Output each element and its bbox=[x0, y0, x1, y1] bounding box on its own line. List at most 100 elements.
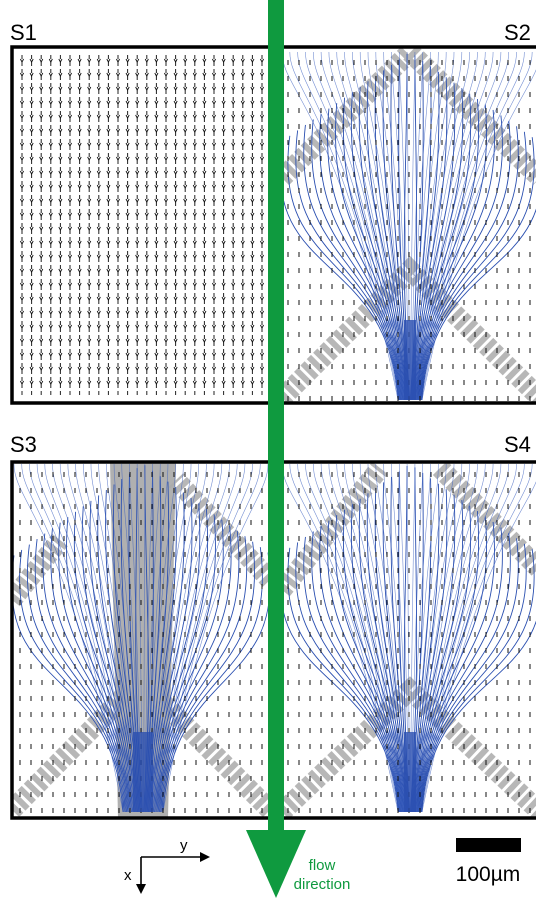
streamline bbox=[420, 463, 525, 813]
streamline bbox=[420, 463, 533, 813]
arrowheads bbox=[48, 58, 53, 385]
streamline bbox=[287, 135, 400, 401]
converged-flow bbox=[404, 320, 416, 400]
converged-flow bbox=[404, 732, 416, 812]
streamline bbox=[21, 463, 125, 813]
arrowheads bbox=[250, 58, 255, 385]
scale-bar bbox=[456, 838, 521, 852]
streamline bbox=[419, 51, 517, 401]
streamline bbox=[344, 51, 405, 401]
streamline bbox=[27, 544, 126, 813]
streamline bbox=[412, 51, 439, 401]
streamline bbox=[411, 51, 431, 401]
arrowheads bbox=[231, 58, 236, 385]
streamline bbox=[374, 487, 408, 813]
streamline bbox=[106, 463, 138, 813]
panel-content bbox=[282, 462, 536, 818]
streamline bbox=[160, 463, 253, 813]
streamline bbox=[418, 463, 510, 813]
streamline bbox=[421, 481, 536, 813]
streamline bbox=[398, 463, 410, 813]
arrowheads bbox=[260, 58, 264, 385]
streamline bbox=[155, 519, 224, 813]
streamline bbox=[421, 620, 536, 813]
streamline bbox=[154, 514, 216, 813]
streamline bbox=[154, 463, 215, 813]
streamline bbox=[414, 500, 464, 813]
obstacle bbox=[282, 255, 536, 403]
streamline bbox=[66, 517, 132, 813]
arrowheads bbox=[116, 58, 120, 385]
streamline bbox=[418, 51, 502, 401]
arrowheads bbox=[154, 58, 159, 385]
streamline bbox=[410, 51, 424, 401]
streamline bbox=[421, 208, 536, 401]
streamline bbox=[412, 463, 439, 813]
streamline bbox=[146, 463, 169, 813]
streamline bbox=[97, 495, 137, 813]
streamline bbox=[29, 463, 126, 813]
streamline bbox=[350, 504, 405, 813]
obstacle bbox=[432, 462, 536, 578]
streamline bbox=[156, 463, 230, 813]
streamline bbox=[410, 463, 424, 813]
panel-content bbox=[20, 55, 264, 395]
vector-field bbox=[287, 60, 531, 401]
streamline bbox=[336, 51, 404, 401]
flow-label: flow bbox=[309, 857, 336, 874]
streamline bbox=[415, 93, 472, 401]
streamline bbox=[419, 463, 517, 813]
streamline bbox=[58, 522, 131, 813]
streamline bbox=[416, 463, 486, 813]
streamline bbox=[144, 463, 153, 813]
streamline bbox=[418, 532, 511, 813]
streamline bbox=[415, 505, 472, 813]
streamline bbox=[161, 463, 261, 813]
streamline bbox=[420, 51, 533, 401]
streamline bbox=[374, 75, 408, 401]
panel-label: S2 bbox=[504, 20, 531, 45]
arrowheads bbox=[164, 58, 168, 385]
streamline bbox=[418, 51, 510, 401]
streamline bbox=[419, 538, 519, 813]
arrowheads bbox=[144, 58, 149, 385]
converged-flow bbox=[133, 732, 153, 812]
arrowheads bbox=[58, 58, 63, 385]
flow-arrow-head bbox=[246, 830, 306, 898]
streamline bbox=[311, 119, 402, 401]
axes-icon bbox=[140, 856, 200, 886]
streamline bbox=[382, 482, 408, 813]
obstacle bbox=[282, 676, 536, 818]
streamline bbox=[415, 51, 470, 401]
arrowheads bbox=[125, 58, 130, 385]
streamline bbox=[343, 509, 405, 813]
streamline bbox=[415, 463, 470, 813]
streamline bbox=[150, 463, 192, 813]
streamline bbox=[412, 71, 440, 401]
streamline bbox=[382, 70, 408, 401]
streamline bbox=[52, 463, 130, 813]
arrowheads bbox=[39, 58, 44, 385]
streamline bbox=[352, 51, 405, 401]
streamline bbox=[149, 463, 184, 813]
streamline bbox=[417, 463, 494, 813]
streamline bbox=[297, 51, 400, 401]
streamline bbox=[148, 463, 176, 813]
panel-content bbox=[12, 462, 270, 818]
arrowheads bbox=[135, 58, 140, 385]
streamline bbox=[159, 463, 246, 813]
arrowheads bbox=[77, 58, 82, 385]
streamline bbox=[153, 463, 207, 813]
streamline bbox=[161, 547, 263, 813]
streamline bbox=[366, 81, 407, 401]
streamline bbox=[366, 493, 407, 813]
streamline bbox=[335, 103, 404, 401]
streamline bbox=[143, 463, 146, 813]
arrowheads bbox=[68, 58, 72, 385]
streamline bbox=[418, 463, 502, 813]
streamline bbox=[413, 51, 455, 401]
arrowheads bbox=[212, 58, 216, 385]
streamline bbox=[420, 131, 527, 401]
streamline bbox=[350, 92, 405, 401]
